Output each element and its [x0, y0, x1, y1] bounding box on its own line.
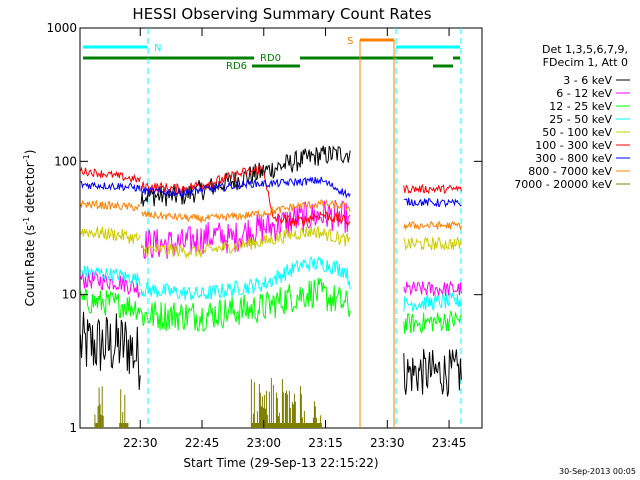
series-line-8-segment-1 [119, 389, 129, 428]
series-line-0-segment-1 [140, 145, 351, 207]
series-line-8-segment-2 [250, 378, 322, 428]
series-line-6-segment-0 [80, 180, 141, 192]
x-axis-label: Start Time (29-Sep-13 22:15:22) [183, 456, 378, 470]
series-line-6-segment-2 [403, 197, 462, 208]
legend-header-2: FDecim 1, Att 0 [543, 56, 628, 69]
y-tick-label: 100 [54, 154, 77, 168]
legend-label: 300 - 800 keV [535, 152, 612, 165]
saa-label: S [347, 36, 353, 47]
y-axis-label: Count Rate (s-1 detector-1) [22, 150, 37, 307]
series-line-4-segment-2 [403, 235, 462, 252]
series-line-4-segment-0 [80, 226, 141, 245]
x-tick-label: 22:30 [123, 436, 158, 450]
x-axis: 22:30 22:45 23:00 23:15 23:30 23:45 [123, 28, 466, 450]
observing-mode-bars: N RD0 RD6 S [83, 36, 460, 72]
y-tick-label: 10 [62, 288, 77, 302]
y-axis: 1 10 100 1000 [46, 21, 482, 435]
x-tick-label: 23:45 [432, 436, 467, 450]
legend-label: 50 - 100 keV [542, 126, 612, 139]
y-label-main: Count Rate (s [23, 225, 37, 307]
series-layer [80, 145, 462, 428]
series-line-2-segment-1 [140, 277, 351, 333]
y-label-sup-2: -1 [22, 154, 31, 162]
legend-label: 6 - 12 keV [556, 87, 612, 100]
series-line-6-segment-1 [140, 176, 351, 200]
generation-timestamp: 30-Sep-2013 00:05 [559, 467, 636, 476]
series-line-7-segment-1 [140, 198, 351, 224]
series-line-5-segment-1 [140, 165, 351, 227]
series-line-8-segment-0 [94, 386, 104, 428]
rd0-label: RD0 [260, 53, 281, 64]
y-tick-label: 1 [69, 421, 77, 435]
series-line-1-segment-2 [403, 280, 462, 297]
series-line-0-segment-2 [403, 349, 462, 397]
rd6-label: RD6 [226, 61, 247, 72]
x-tick-label: 23:00 [246, 436, 281, 450]
series-line-5-segment-0 [80, 166, 141, 183]
series-line-4-segment-1 [140, 225, 351, 260]
series-line-0-segment-0 [80, 311, 141, 390]
series-line-3-segment-0 [80, 265, 141, 287]
x-tick-label: 23:15 [308, 436, 343, 450]
legend-label: 800 - 7000 keV [528, 165, 612, 178]
legend-header-1: Det 1,3,5,6,7,9, [542, 43, 628, 56]
series-line-3-segment-1 [140, 255, 351, 301]
legend-label: 3 - 6 keV [563, 74, 612, 87]
y-label-end: ) [23, 150, 37, 155]
series-line-7-segment-0 [80, 199, 141, 211]
legend-label: 7000 - 20000 keV [514, 178, 612, 191]
y-label-mid: detector [23, 162, 37, 217]
series-line-5-segment-2 [403, 183, 462, 195]
legend-label: 100 - 300 keV [535, 139, 612, 152]
x-tick-label: 22:45 [185, 436, 220, 450]
y-label-sup-1: -1 [22, 217, 31, 225]
series-line-2-segment-2 [403, 310, 462, 334]
series-line-1-segment-0 [80, 270, 141, 298]
y-tick-label: 1000 [46, 21, 77, 35]
chart-title: HESSI Observing Summary Count Rates [132, 5, 431, 23]
night-label: N [154, 43, 161, 54]
legend-label: 12 - 25 keV [549, 100, 612, 113]
legend: Det 1,3,5,6,7,9, FDecim 1, Att 0 3 - 6 k… [514, 43, 630, 191]
series-line-3-segment-2 [403, 291, 462, 312]
series-line-2-segment-0 [80, 288, 141, 320]
series-line-7-segment-2 [403, 220, 462, 231]
x-tick-label: 23:30 [370, 436, 405, 450]
legend-label: 25 - 50 keV [549, 113, 612, 126]
